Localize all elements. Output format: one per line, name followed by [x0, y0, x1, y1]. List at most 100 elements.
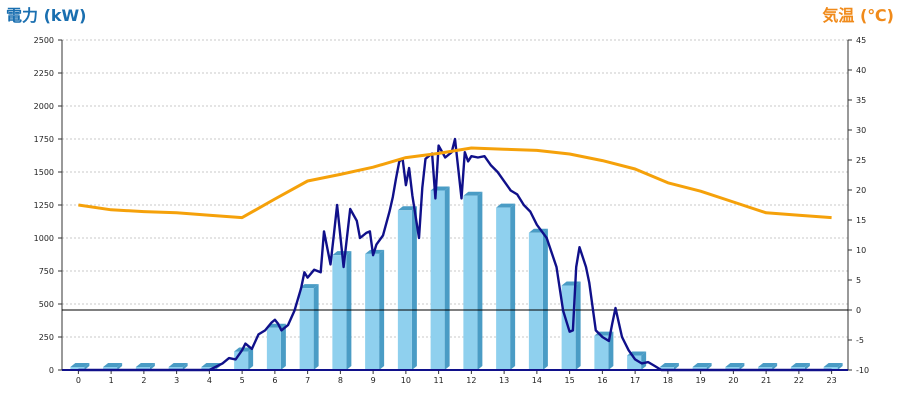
- right-axis-tick-label: 10: [856, 246, 866, 255]
- right-axis-tick-label: 20: [856, 186, 866, 195]
- bar: [430, 190, 445, 370]
- right-axis-tick-label: 15: [856, 216, 866, 225]
- bar: [528, 232, 543, 370]
- bar: [266, 327, 281, 370]
- bar-top: [463, 191, 483, 196]
- left-axis-tick-label: 2500: [34, 36, 54, 45]
- x-axis-tick-label: 21: [761, 376, 771, 385]
- x-axis-tick-label: 19: [696, 376, 706, 385]
- right-axis-tick-label: 40: [856, 66, 866, 75]
- bar: [168, 367, 183, 370]
- temperature-line: [78, 146, 832, 220]
- bar-side: [510, 203, 516, 370]
- bar: [659, 367, 674, 370]
- x-axis-tick-label: 1: [109, 376, 114, 385]
- bar-side: [313, 284, 319, 370]
- x-axis-tick-label: 8: [338, 376, 343, 385]
- x-axis-tick-label: 22: [794, 376, 804, 385]
- left-axis-tick-label: 1250: [34, 201, 54, 210]
- bar: [758, 367, 773, 370]
- bar-top: [135, 363, 155, 367]
- bar: [70, 367, 85, 370]
- x-axis-tick-label: 6: [272, 376, 277, 385]
- left-axis-tick-label: 2000: [34, 102, 54, 111]
- bar-side: [149, 363, 155, 370]
- left-axis-title: 電力 (kW): [6, 6, 87, 25]
- x-axis-tick-label: 2: [141, 376, 146, 385]
- bar-top: [790, 363, 810, 367]
- bar-top: [758, 363, 778, 367]
- x-axis-tick-label: 4: [207, 376, 212, 385]
- bar-side: [117, 363, 123, 370]
- x-axis-tick-label: 16: [597, 376, 607, 385]
- bar: [299, 288, 314, 370]
- bar-side: [182, 363, 188, 370]
- bar: [463, 195, 478, 370]
- bar-top: [496, 203, 516, 208]
- bar: [692, 367, 707, 370]
- right-axis-tick-label: 5: [856, 276, 861, 285]
- right-axis-tick-label: 45: [856, 36, 866, 45]
- bar-top: [659, 363, 679, 367]
- x-axis-tick-label: 10: [401, 376, 411, 385]
- right-axis-tick-label: -5: [856, 336, 864, 345]
- x-axis-tick-label: 5: [240, 376, 245, 385]
- bar: [135, 367, 150, 370]
- right-axis-tick-label: 30: [856, 126, 866, 135]
- bar: [594, 335, 609, 370]
- left-axis-tick-label: 1500: [34, 168, 54, 177]
- left-axis-tick-label: 2250: [34, 69, 54, 78]
- bar: [496, 207, 511, 370]
- x-axis-tick-label: 7: [305, 376, 310, 385]
- bar-side: [739, 363, 745, 370]
- x-axis-tick-label: 14: [532, 376, 542, 385]
- bar-top: [823, 363, 843, 367]
- x-axis-tick-label: 13: [499, 376, 509, 385]
- right-axis-title: 気温 (℃): [822, 6, 894, 25]
- bar-side: [280, 323, 286, 370]
- bar-top: [397, 206, 417, 211]
- bar-side: [477, 191, 483, 370]
- bar-top: [168, 363, 188, 367]
- bar: [201, 367, 216, 370]
- left-axis-tick-label: 750: [39, 267, 54, 276]
- power-line: [78, 137, 832, 372]
- bar: [397, 210, 412, 370]
- right-axis-tick-label: 35: [856, 96, 866, 105]
- bar: [234, 351, 249, 370]
- bar: [365, 253, 380, 370]
- x-axis-tick-label: 3: [174, 376, 179, 385]
- bar-side: [804, 363, 810, 370]
- bar: [790, 367, 805, 370]
- bar-top: [70, 363, 90, 367]
- x-axis-tick-label: 23: [827, 376, 837, 385]
- left-axis-tick-label: 500: [39, 300, 54, 309]
- bar-side: [837, 363, 843, 370]
- bar-side: [706, 363, 712, 370]
- bar: [103, 367, 118, 370]
- bar-side: [346, 251, 352, 370]
- bar: [823, 367, 838, 370]
- left-axis-tick-label: 250: [39, 333, 54, 342]
- x-axis-tick-label: 17: [630, 376, 640, 385]
- x-axis-tick-label: 12: [466, 376, 476, 385]
- left-axis-tick-label: 1000: [34, 234, 54, 243]
- right-axis-tick-label: 0: [856, 306, 861, 315]
- right-axis-tick-label: -10: [856, 366, 869, 375]
- x-axis-tick-label: 0: [76, 376, 81, 385]
- x-axis-tick-label: 15: [565, 376, 575, 385]
- bar-side: [575, 281, 581, 370]
- bar-side: [84, 363, 90, 370]
- bar: [725, 367, 740, 370]
- bar-side: [248, 347, 254, 370]
- bar-side: [542, 228, 548, 370]
- bar-side: [411, 206, 417, 370]
- x-axis-tick-label: 11: [434, 376, 444, 385]
- bar-side: [772, 363, 778, 370]
- bar-top: [299, 284, 319, 289]
- x-axis-tick-label: 18: [663, 376, 673, 385]
- bar: [332, 255, 347, 370]
- bar-top: [103, 363, 123, 367]
- x-axis-tick-label: 20: [728, 376, 738, 385]
